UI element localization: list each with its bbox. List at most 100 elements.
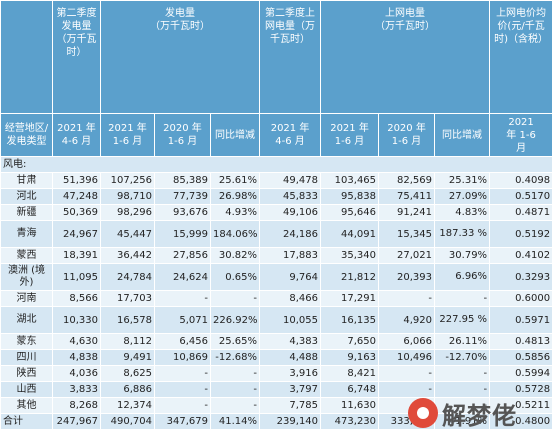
cell-grid-q2: 45,833 [259, 188, 322, 205]
subheader-grid-2020: 2020 年 1-6 月 [378, 113, 436, 157]
cell-grid-2021: 44,091 [320, 220, 380, 248]
cell-gen-yoy: 25.61% [209, 172, 261, 189]
cell-grid-yoy: 26.11% [434, 333, 491, 350]
cell-price: 0.5994 [489, 365, 554, 382]
cell-gen-q2: 51,396 [52, 172, 101, 189]
cell-gen-2020: 77,739 [154, 188, 211, 205]
cell-price: 0.4871 [489, 204, 554, 221]
cell-region: 新疆 [0, 204, 53, 221]
cell-price: 0.3293 [489, 263, 554, 291]
subheader-gen-2020: 2020 年 1-6 月 [154, 113, 211, 157]
cell-gen-yoy: 226.92% [209, 306, 261, 334]
cell-grid-2021: 8,421 [320, 365, 380, 382]
subheader-region: 经营地区/发电类型 [0, 113, 53, 157]
cell-gen-q2: 8,566 [52, 290, 101, 307]
header-blank [0, 0, 53, 114]
cell-gen-2020: 24,624 [154, 263, 211, 291]
cell-grid-2020: - [378, 290, 436, 307]
cell-gen-q2: 8,268 [52, 397, 101, 414]
subheader-gen-q2: 2021 年 4-6 月 [52, 113, 101, 157]
power-generation-table: 第二季度发电量（万千瓦时） 发电量 （万千瓦时） 第二季度上网电量（万千瓦时） … [0, 0, 554, 430]
cell-gen-q2: 18,391 [52, 247, 101, 264]
cell-gen-yoy: 0.65% [209, 263, 261, 291]
cell-grid-yoy: 6.96% [434, 263, 491, 291]
table-row: 陕西 4,036 8,625- -3,916 8,421- -0.5994 [0, 365, 554, 382]
cell-region: 河北 [0, 188, 53, 205]
cell-gen-2021: 24,784 [100, 263, 155, 291]
cell-gen-q2: 4,630 [52, 333, 101, 350]
cell-grid-2020: 20,393 [378, 263, 436, 291]
cell-gen-2021: 9,491 [100, 349, 155, 366]
cell-grid-2020: - [378, 381, 436, 398]
cell-grid-2021: 6,748 [320, 381, 380, 398]
table-row: 甘肃 51,396 107,256 85,389 25.61% 49,478 103,465… [0, 172, 554, 189]
cell-region: 陕西 [0, 365, 53, 382]
subheader-gen-yoy: 同比增减 [209, 113, 261, 157]
table-row: 河南 8,566 17,703- -8,466 17,291- -0.6000 [0, 290, 554, 307]
table-row: 蒙东 4,630 8,112 6,456 25.65% 4,383 7,650 6,066 26… [0, 333, 554, 350]
cell-gen-yoy: - [209, 290, 261, 307]
cell-grid-2020: 27,021 [378, 247, 436, 264]
cell-gen-2021: 98,296 [100, 204, 155, 221]
cell-gen-2021: 98,710 [100, 188, 155, 205]
cell-grid-q2: 3,916 [259, 365, 322, 382]
cell-gen-yoy: 25.65% [209, 333, 261, 350]
cell-gen-2020: - [154, 290, 211, 307]
cell-grid-yoy: 4.83% [434, 204, 491, 221]
subheader-grid-yoy: 同比增减 [434, 113, 491, 157]
cell-gen-yoy: 30.82% [209, 247, 261, 264]
cell-region: 其他 [0, 397, 53, 414]
cell-grid-2021: 35,340 [320, 247, 380, 264]
cell-gen-2020: 85,389 [154, 172, 211, 189]
cell-gen-2021: 6,886 [100, 381, 155, 398]
cell-grid-yoy: 187.33 % [434, 220, 491, 248]
table-row: 青海 24,967 45,447 15,999 184.06% 24,186 44,091 1… [0, 220, 554, 248]
cell-gen-2021: 8,625 [100, 365, 155, 382]
table-row: 新疆 50,369 98,296 93,676 4.93% 49,106 95,646 91,… [0, 204, 554, 221]
cell-price: 0.5192 [489, 220, 554, 248]
header-q2-grid: 第二季度上网电量（万千瓦时） [259, 0, 322, 114]
cell-grid-yoy: - [434, 290, 491, 307]
cell-grid-yoy: 30.79% [434, 247, 491, 264]
cell-gen-2021: 12,374 [100, 397, 155, 414]
cell-gen-q2: 47,248 [52, 188, 101, 205]
watermark-icon [408, 398, 438, 428]
cell-gen-q2: 4,036 [52, 365, 101, 382]
table-row: 河北 47,248 98,710 77,739 26.98% 45,833 95,838 75… [0, 188, 554, 205]
cell-gen-2021: 490,704 [100, 413, 155, 430]
cell-gen-2020: - [154, 397, 211, 414]
cell-grid-2021: 16,135 [320, 306, 380, 334]
cell-region: 山西 [0, 381, 53, 398]
watermark-logo: 解梦佬 [408, 385, 554, 441]
cell-gen-yoy: - [209, 397, 261, 414]
cell-gen-2021: 107,256 [100, 172, 155, 189]
cell-region: 合计 [0, 413, 53, 430]
header-q2-generation: 第二季度发电量（万千瓦时） [52, 0, 101, 114]
cell-grid-2020: 82,569 [378, 172, 436, 189]
subheader-gen-2021: 2021 年 1-6 月 [100, 113, 155, 157]
cell-gen-q2: 24,967 [52, 220, 101, 248]
cell-gen-2020: 93,676 [154, 204, 211, 221]
cell-grid-q2: 24,186 [259, 220, 322, 248]
header-price: 上网电价均价(元/千瓦时)（含税） [489, 0, 554, 114]
cell-gen-2021: 36,442 [100, 247, 155, 264]
cell-gen-2020: - [154, 381, 211, 398]
cell-grid-2021: 473,230 [320, 413, 380, 430]
cell-region: 甘肃 [0, 172, 53, 189]
cell-grid-yoy: 227.95 % [434, 306, 491, 334]
cell-region: 四川 [0, 349, 53, 366]
subheader-price-2021: 2021 年 1-6 月 [489, 113, 554, 157]
cell-gen-2021: 8,112 [100, 333, 155, 350]
cell-gen-2020: 347,679 [154, 413, 211, 430]
section-wind-power: 风电: [0, 156, 554, 173]
cell-gen-yoy: - [209, 365, 261, 382]
cell-gen-yoy: 26.98% [209, 188, 261, 205]
cell-grid-2020: 15,345 [378, 220, 436, 248]
cell-grid-q2: 49,106 [259, 204, 322, 221]
cell-gen-2021: 16,578 [100, 306, 155, 334]
cell-gen-q2: 11,095 [52, 263, 101, 291]
table-row: 湖北 10,330 16,578 5,071 226.92% 10,055 16,135 4,… [0, 306, 554, 334]
cell-gen-2020: 10,869 [154, 349, 211, 366]
cell-grid-2021: 21,812 [320, 263, 380, 291]
cell-region: 澳洲 (境外) [0, 263, 53, 291]
